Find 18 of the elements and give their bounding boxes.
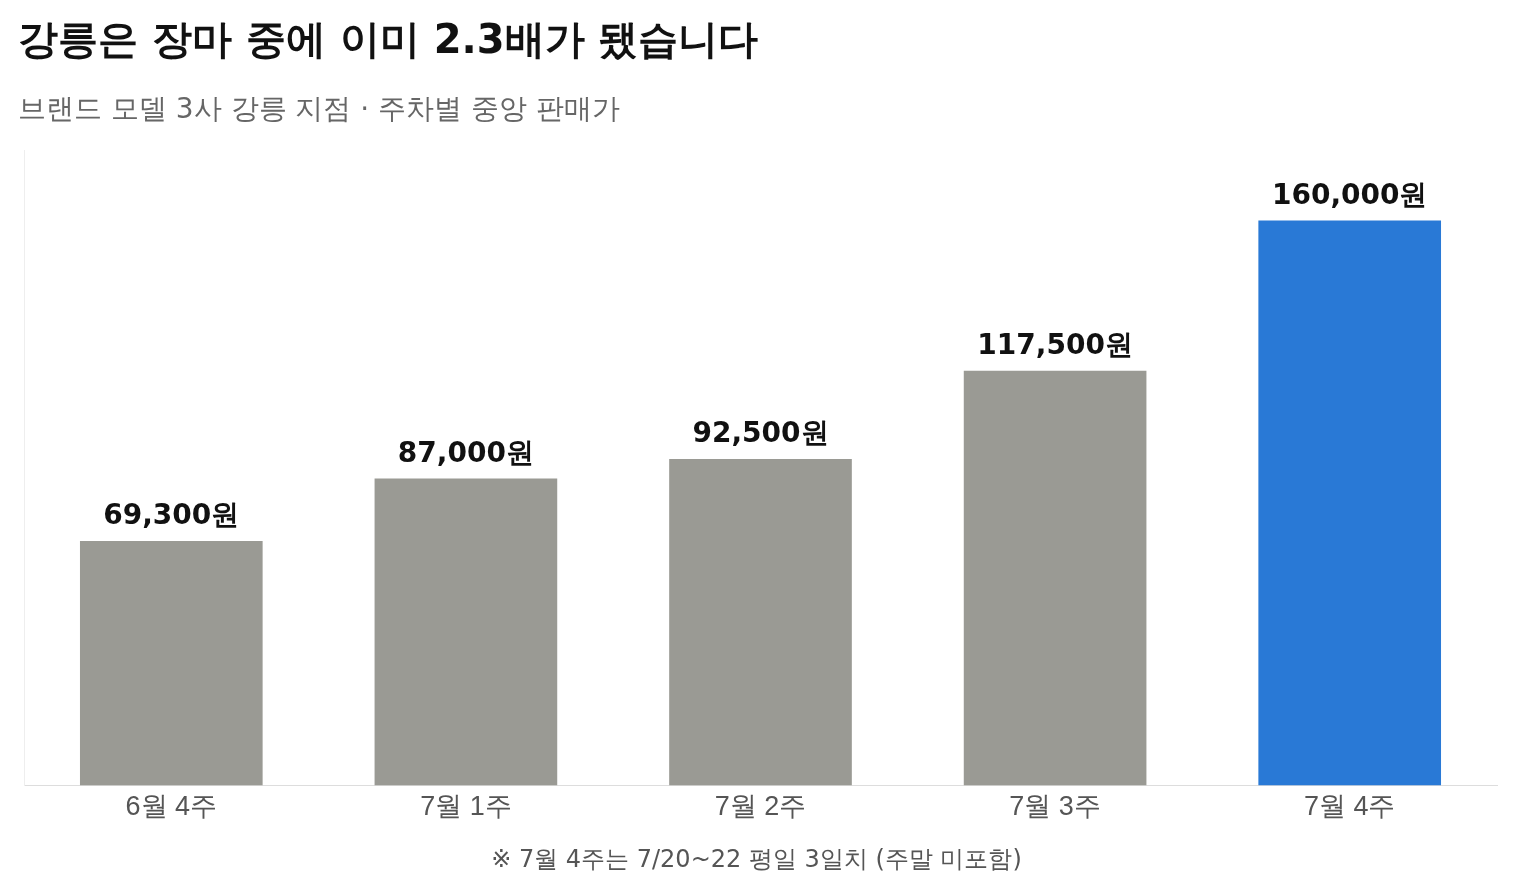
x-tick-label: 6월 4주	[125, 791, 218, 822]
chart-subtitle: 브랜드 모델 3사 강릉 지점 · 주차별 중앙 판매가	[18, 91, 620, 127]
data-label: 69,300원	[103, 498, 240, 532]
x-tick-label: 7월 3주	[1009, 791, 1101, 822]
bar	[669, 458, 852, 786]
data-label: 92,500원	[692, 416, 829, 450]
data-label: 160,000원	[1271, 177, 1428, 211]
bar	[374, 478, 558, 786]
x-tick-label: 7월 4주	[1303, 791, 1396, 822]
bar	[1258, 220, 1442, 786]
x-tick-label: 7월 1주	[420, 791, 512, 822]
chart-title: 강릉은 장마 중에 이미 2.3배가 됐습니다	[18, 15, 759, 64]
data-label: 87,000원	[397, 435, 534, 469]
x-tick-label: 7월 2주	[714, 791, 807, 822]
text: ※ 7월 4주는 7/20~22 평일 3일치 (주말 미포함)	[490, 844, 1023, 875]
data-label: 117,500원	[977, 327, 1133, 361]
bar	[79, 540, 263, 786]
bar	[963, 370, 1147, 786]
